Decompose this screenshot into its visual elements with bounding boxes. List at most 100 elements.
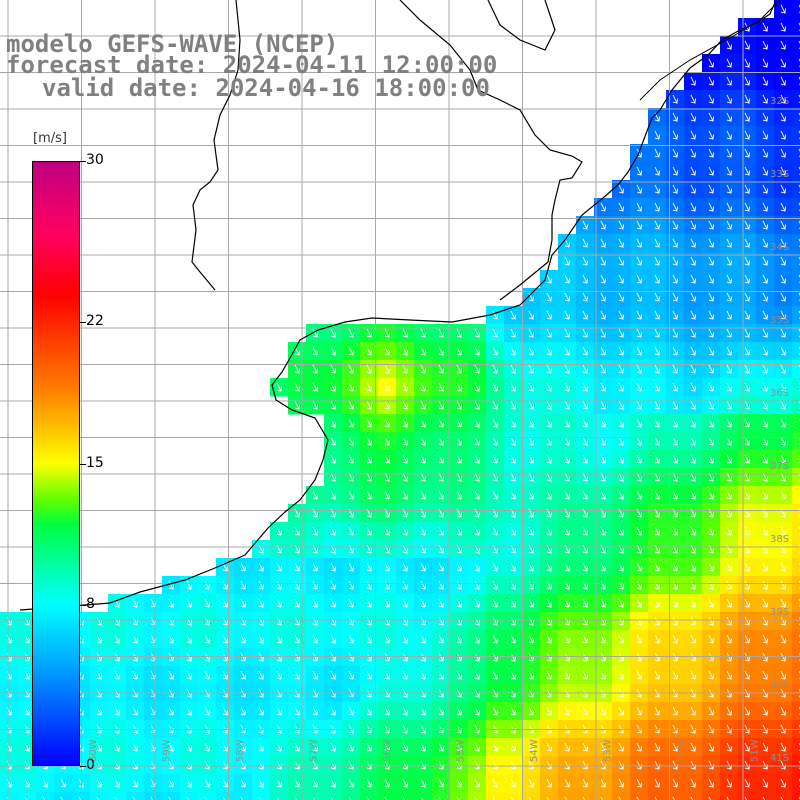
wind-arrow: [258, 706, 264, 716]
wind-arrow: [402, 436, 408, 446]
wind-arrow: [780, 346, 786, 356]
wind-arrow: [186, 616, 192, 626]
wind-arrow: [312, 778, 318, 788]
wind-arrow: [492, 310, 498, 320]
wind-arrow: [348, 580, 354, 590]
wind-arrow: [168, 634, 174, 644]
wind-arrow: [672, 202, 678, 212]
wind-arrow: [582, 598, 588, 608]
wind-arrow: [258, 778, 264, 788]
wind-arrow: [132, 796, 136, 800]
wind-arrow: [744, 220, 750, 230]
wind-arrow: [528, 382, 534, 392]
wind-arrow: [780, 112, 786, 122]
wind-arrow: [690, 436, 696, 446]
wind-arrow: [240, 706, 246, 716]
wind-arrow: [384, 580, 390, 590]
wind-arrow: [420, 544, 426, 554]
wind-arrow: [690, 778, 696, 788]
wind-arrow: [564, 544, 570, 554]
wind-arrow: [312, 634, 318, 644]
wind-arrow: [618, 598, 624, 608]
wind-arrow: [744, 166, 750, 176]
wind-arrow: [708, 418, 714, 428]
wind-arrow: [312, 616, 318, 626]
wind-arrow: [276, 580, 282, 590]
wind-arrow: [312, 526, 318, 536]
lon-label: 52W: [676, 739, 687, 762]
wind-arrow: [672, 310, 678, 320]
wind-arrow: [492, 346, 498, 356]
wind-arrow: [366, 490, 372, 500]
wind-arrow: [546, 418, 552, 428]
wind-arrow: [636, 490, 642, 500]
wind-arrow: [636, 184, 642, 194]
wind-arrow: [222, 634, 228, 644]
wind-arrow: [672, 400, 678, 410]
wind-arrow: [564, 580, 570, 590]
wind-arrow: [654, 418, 660, 428]
wind-arrow: [564, 364, 570, 374]
wind-cell: [792, 108, 800, 127]
wind-arrow: [780, 454, 786, 464]
wind-arrow: [762, 544, 768, 554]
wind-arrow: [204, 616, 210, 626]
wind-arrow: [456, 382, 462, 392]
wind-arrow: [186, 670, 192, 680]
wind-arrow: [636, 220, 642, 230]
wind-arrow: [744, 274, 750, 284]
wind-arrow: [384, 382, 390, 392]
wind-arrow: [636, 526, 642, 536]
wind-arrow: [600, 238, 606, 248]
wind-arrow: [402, 454, 408, 464]
wind-arrow: [708, 454, 714, 464]
wind-arrow: [618, 454, 624, 464]
wind-arrow: [510, 328, 516, 338]
lon-label: 60W: [88, 739, 99, 762]
wind-arrow: [438, 778, 444, 788]
wind-arrow: [222, 670, 228, 680]
wind-arrow: [546, 634, 552, 644]
wind-arrow: [708, 58, 714, 68]
wind-arrow: [654, 562, 660, 572]
wind-arrow: [564, 274, 570, 284]
wind-arrow: [708, 778, 714, 788]
wind-arrow: [762, 166, 768, 176]
wind-arrow: [762, 22, 768, 32]
wind-arrow: [384, 346, 390, 356]
wind-arrow: [132, 616, 138, 626]
wind-arrow: [762, 580, 768, 590]
wind-arrow: [708, 706, 714, 716]
wind-arrow: [600, 580, 606, 590]
wind-arrow: [654, 616, 660, 626]
wind-arrow: [690, 382, 696, 392]
wind-arrow: [510, 580, 516, 590]
wind-cell: [792, 630, 800, 649]
wind-arrow: [690, 580, 696, 590]
wind-arrow: [366, 382, 372, 392]
wind-arrow: [402, 562, 408, 572]
wind-arrow: [348, 634, 354, 644]
wind-arrow: [528, 778, 534, 788]
wind-arrow: [762, 328, 768, 338]
wind-arrow: [672, 328, 678, 338]
wind-arrow: [690, 706, 696, 716]
wind-arrow: [762, 364, 768, 374]
wind-cell: [666, 792, 685, 800]
wind-arrow: [510, 742, 516, 752]
wind-arrow: [636, 544, 642, 554]
wind-arrow: [780, 742, 786, 752]
wind-cell: [792, 180, 800, 199]
wind-arrow: [420, 364, 426, 374]
wind-arrow: [690, 292, 696, 302]
wind-arrow: [780, 778, 786, 788]
wind-arrow: [366, 580, 372, 590]
wind-arrow: [690, 274, 696, 284]
wind-arrow: [438, 634, 444, 644]
wind-arrow: [510, 490, 516, 500]
wind-arrow: [672, 526, 678, 536]
wind-arrow: [348, 328, 354, 338]
wind-arrow: [672, 220, 678, 230]
wind-arrow: [744, 112, 750, 122]
wind-arrow: [492, 382, 498, 392]
